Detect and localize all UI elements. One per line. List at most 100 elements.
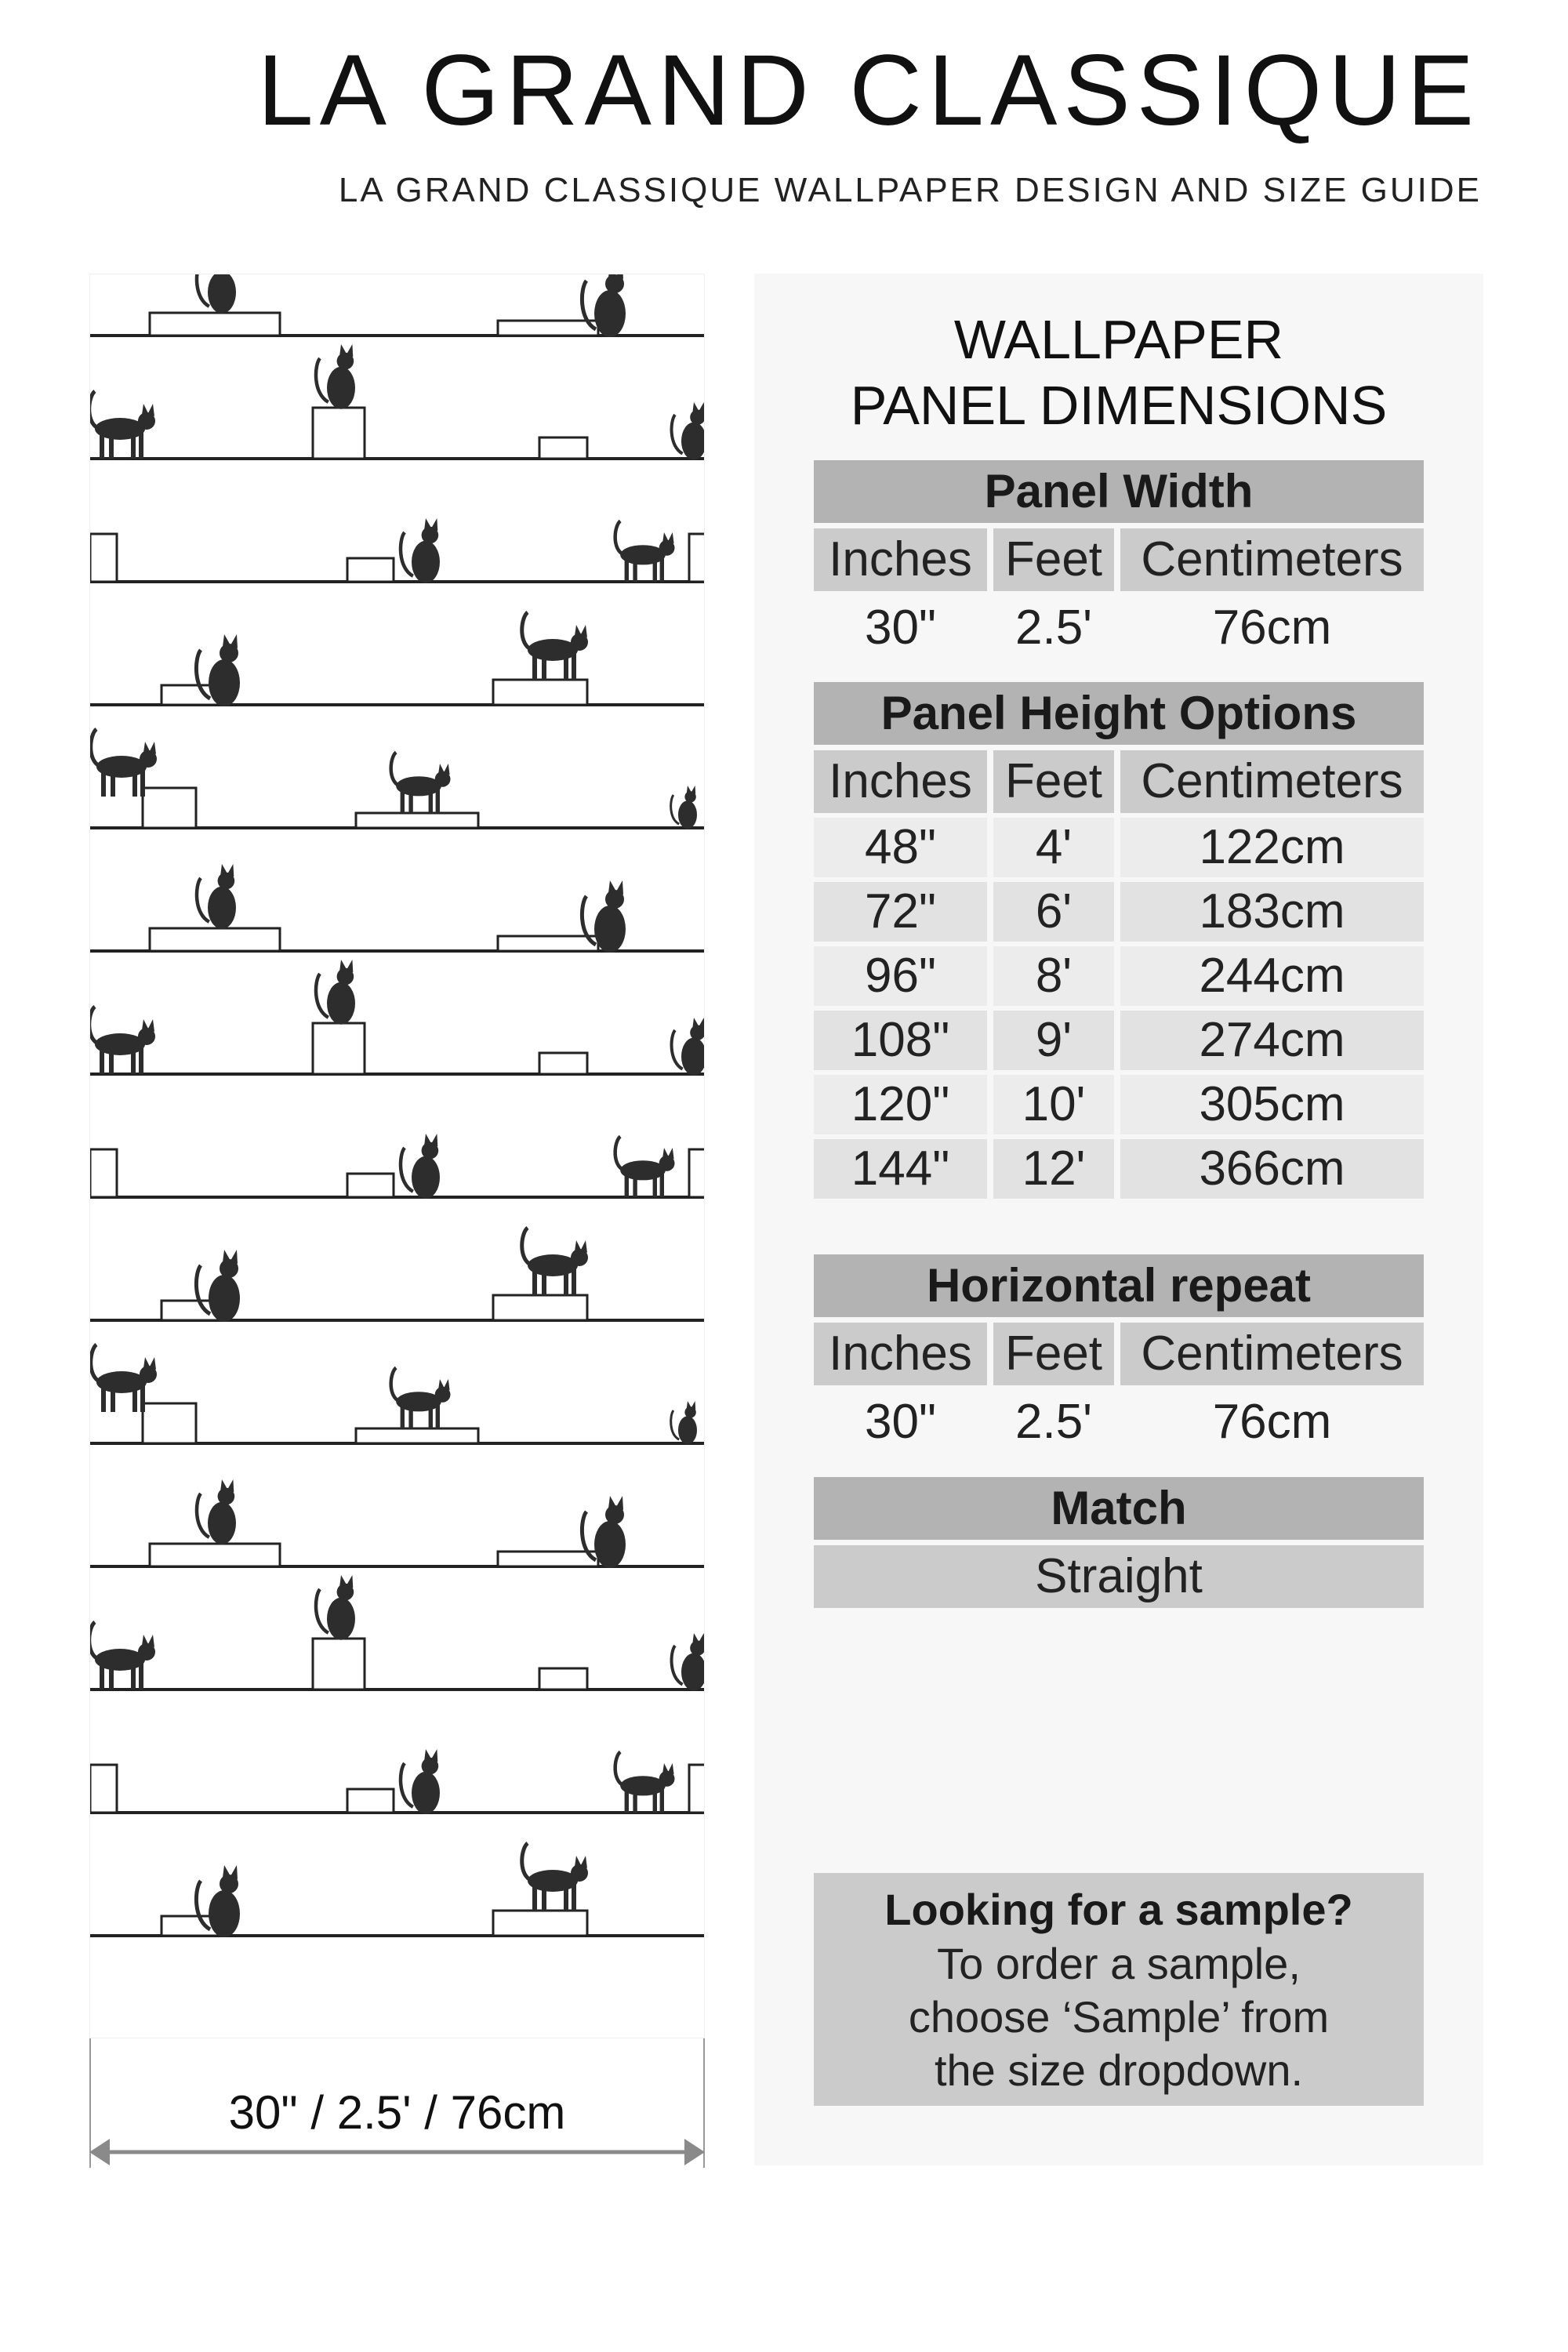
shelf-box xyxy=(496,1550,600,1568)
panel-height-header: Panel Height Options xyxy=(814,682,1424,745)
table-row: 30" 2.5' 76cm xyxy=(814,597,1424,659)
col-centimeters: Centimeters xyxy=(1120,528,1424,591)
cell-inches: 144" xyxy=(814,1139,987,1199)
cat-shelf-pattern xyxy=(90,274,704,1937)
col-inches: Inches xyxy=(814,528,987,591)
shelf-box xyxy=(141,786,198,829)
dimension-label: 30" / 2.5' / 76cm xyxy=(228,2086,566,2139)
table-row: 96" 8' 244cm xyxy=(814,946,1424,1006)
column-headers: Inches Feet Centimeters xyxy=(814,528,1424,591)
cat-silhouette xyxy=(194,1250,240,1322)
sample-info-box: Looking for a sample? To order a sample,… xyxy=(814,1873,1424,2106)
column-headers: Inches Feet Centimeters xyxy=(814,1323,1424,1385)
page-subtitle: La Grand Classique wallpaper design and … xyxy=(338,171,1482,209)
table-row: 108" 9' 274cm xyxy=(814,1011,1424,1070)
sample-line-2: choose ‘Sample’ from xyxy=(908,1992,1330,2042)
cell-centimeters: 183cm xyxy=(1120,882,1424,942)
cat-silhouette xyxy=(314,1575,355,1640)
col-inches: Inches xyxy=(814,750,987,813)
shelf-box xyxy=(90,1763,118,1814)
cat-silhouette xyxy=(194,864,236,929)
cat-silhouette xyxy=(389,750,451,813)
cat-silhouette xyxy=(670,786,697,829)
shelf-box xyxy=(496,935,600,953)
col-inches: Inches xyxy=(814,1323,987,1385)
cat-silhouette xyxy=(670,401,704,460)
cat-silhouette xyxy=(90,1621,155,1690)
cat-silhouette xyxy=(194,274,236,314)
cell-feet: 12' xyxy=(993,1139,1114,1199)
shelf-box xyxy=(354,1427,480,1445)
cell-centimeters: 122cm xyxy=(1120,818,1424,877)
cat-silhouette xyxy=(520,1842,588,1911)
cat-silhouette xyxy=(90,1005,155,1074)
cat-silhouette xyxy=(90,1343,157,1412)
cat-silhouette xyxy=(579,880,626,953)
wallpaper-preview xyxy=(89,274,705,2038)
cell-feet: 2.5' xyxy=(1014,1395,1093,1449)
cat-silhouette xyxy=(613,519,675,582)
shelf-box xyxy=(311,1637,366,1691)
cat-silhouette xyxy=(90,390,155,459)
cell-inches: 96" xyxy=(814,946,987,1006)
cell-inches: 30" xyxy=(865,601,936,655)
shelf-box xyxy=(492,678,589,706)
panel-height-table: Panel Height Options Inches Feet Centime… xyxy=(814,682,1424,1199)
cat-silhouette xyxy=(194,1479,236,1544)
cat-silhouette xyxy=(613,1750,675,1813)
cat-silhouette xyxy=(398,518,440,583)
cell-centimeters: 244cm xyxy=(1120,946,1424,1006)
height-rows: 48" 4' 122cm 72" 6' 183cm 96" 8' 244cm 108" 9' 274c… xyxy=(814,818,1424,1199)
shelf-box xyxy=(354,811,480,829)
shelf-box xyxy=(492,1909,589,1937)
table-row: 48" 4' 122cm xyxy=(814,818,1424,877)
shelf-box xyxy=(148,927,281,953)
col-centimeters: Centimeters xyxy=(1120,1323,1424,1385)
match-header: Match xyxy=(814,1477,1424,1540)
cell-centimeters: 76cm xyxy=(1212,1395,1332,1449)
dimension-guide-right xyxy=(703,2038,705,2168)
shelf-box xyxy=(90,1148,118,1199)
match-value: Straight xyxy=(814,1545,1424,1608)
match-table: Match Straight xyxy=(814,1477,1424,1608)
cell-feet: 6' xyxy=(993,882,1114,942)
sample-question: Looking for a sample? xyxy=(884,1885,1353,1934)
shelf-box xyxy=(688,532,704,583)
brand-title: LA GRAND CLASSIQUE xyxy=(257,34,1480,147)
panel-width-header: Panel Width xyxy=(814,460,1424,523)
cat-silhouette xyxy=(314,960,355,1025)
shelf-box xyxy=(538,1051,589,1076)
table-row: 120" 10' 305cm xyxy=(814,1075,1424,1134)
cell-centimeters: 366cm xyxy=(1120,1139,1424,1199)
shelf-box xyxy=(346,557,395,583)
horizontal-repeat-table: Horizontal repeat Inches Feet Centimeter… xyxy=(814,1254,1424,1454)
shelf-box xyxy=(148,311,281,337)
shelf-box xyxy=(90,532,118,583)
cat-silhouette xyxy=(194,1865,240,1937)
table-row: 144" 12' 366cm xyxy=(814,1139,1424,1199)
cat-silhouette xyxy=(579,1496,626,1568)
shelf-box xyxy=(688,1763,704,1814)
cell-centimeters: 305cm xyxy=(1120,1075,1424,1134)
sample-line-1: To order a sample, xyxy=(937,1939,1301,1988)
cat-silhouette xyxy=(194,634,240,706)
cell-inches: 120" xyxy=(814,1075,987,1134)
cat-silhouette xyxy=(520,611,588,680)
cat-silhouette xyxy=(398,1749,440,1814)
shelf-box xyxy=(346,1788,395,1814)
cat-silhouette xyxy=(579,274,626,337)
col-feet: Feet xyxy=(993,750,1114,813)
col-feet: Feet xyxy=(993,528,1114,591)
shelf-box xyxy=(688,1148,704,1199)
cat-silhouette xyxy=(613,1134,675,1197)
panel-width-table: Panel Width Inches Feet Centimeters 30" … xyxy=(814,460,1424,659)
cell-inches: 48" xyxy=(814,818,987,877)
shelf-box xyxy=(311,1022,366,1076)
cat-silhouette xyxy=(389,1366,451,1428)
cell-inches: 108" xyxy=(814,1011,987,1070)
shelf-box xyxy=(496,319,600,337)
table-row: 72" 6' 183cm xyxy=(814,882,1424,942)
specs-panel: WALLPAPER PANEL DIMENSIONS Panel Width I… xyxy=(754,274,1483,2165)
dimension-guide-left xyxy=(89,2038,91,2168)
cell-feet: 4' xyxy=(993,818,1114,877)
